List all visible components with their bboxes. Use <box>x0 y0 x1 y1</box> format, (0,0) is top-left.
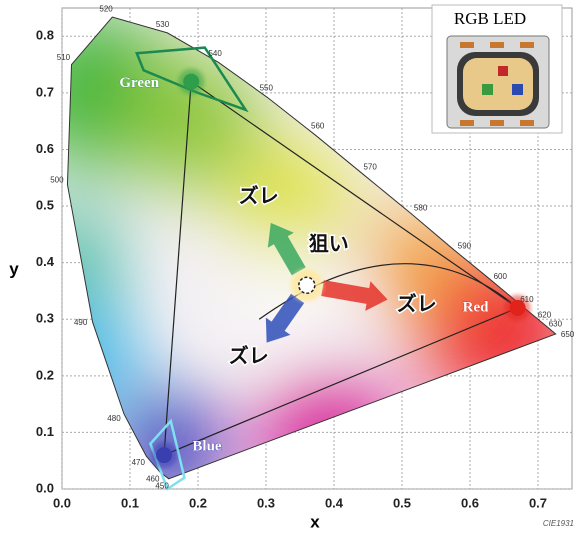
led-red <box>498 66 508 76</box>
target-label: 狙い <box>309 233 349 256</box>
wavelength-label: 510 <box>57 53 71 62</box>
shift-label: ズレ <box>397 292 437 316</box>
wavelength-label: 470 <box>132 458 146 467</box>
led-pad <box>490 120 504 126</box>
y-tick-label: 0.3 <box>36 311 54 326</box>
y-tick-label: 0.0 <box>36 480 54 495</box>
chart: x y CIE1931 RGB LED 0.0 0.1 0.2 0.3 0.4 0.5 0.… <box>0 0 579 534</box>
wavelength-label: 550 <box>260 84 274 93</box>
wavelength-label: 560 <box>311 122 325 131</box>
target-point <box>299 277 315 293</box>
y-tick-label: 0.5 <box>36 197 54 212</box>
y-tick-label: 0.6 <box>36 141 54 156</box>
led-blue <box>512 84 523 95</box>
primary-label: Green <box>119 75 159 91</box>
x-tick-label: 0.4 <box>325 495 344 510</box>
led-pad <box>520 120 534 126</box>
primary-label: Blue <box>192 438 222 454</box>
wavelength-label: 570 <box>363 162 377 171</box>
primary-point <box>156 447 172 463</box>
y-tick-label: 0.8 <box>36 28 54 43</box>
wavelength-label: 590 <box>458 241 472 250</box>
wavelength-label: 630 <box>549 320 563 329</box>
x-tick-label: 0.6 <box>461 495 479 510</box>
x-tick-label: 0.5 <box>393 495 411 510</box>
wavelength-label: 610 <box>520 295 534 304</box>
inset: RGB LED <box>432 5 562 133</box>
wavelength-label: 500 <box>50 175 64 184</box>
wavelength-label: 540 <box>208 49 222 58</box>
inset-title: RGB LED <box>454 9 526 28</box>
y-axis-label: y <box>9 259 19 278</box>
primary-label: Red <box>463 299 489 315</box>
wavelength-label: 490 <box>74 318 88 327</box>
shift-label: ズレ <box>229 344 269 368</box>
led-pad <box>520 42 534 48</box>
x-axis-label: x <box>310 512 320 531</box>
y-tick-label: 0.1 <box>36 424 54 439</box>
led-pad <box>490 42 504 48</box>
shift-label: ズレ <box>239 184 279 208</box>
wavelength-label: 480 <box>107 414 121 423</box>
primary-point <box>183 74 199 90</box>
x-tick-label: 0.0 <box>53 495 71 510</box>
wavelength-label: 530 <box>156 20 170 29</box>
y-tick-label: 0.7 <box>36 84 54 99</box>
x-tick-label: 0.7 <box>529 495 547 510</box>
led-pad <box>460 42 474 48</box>
wavelength-label: 520 <box>99 4 113 13</box>
y-tick-label: 0.2 <box>36 367 54 382</box>
source: CIE1931 <box>543 519 574 528</box>
led-green <box>482 84 493 95</box>
x-tick-label: 0.2 <box>189 495 207 510</box>
x-tick-label: 0.3 <box>257 495 275 510</box>
led-pad <box>460 120 474 126</box>
wavelength-label: 580 <box>414 203 428 212</box>
y-tick-label: 0.4 <box>36 254 55 269</box>
wavelength-label: 460 <box>146 474 160 483</box>
x-tick-label: 0.1 <box>121 495 139 510</box>
wavelength-label: 600 <box>494 272 508 281</box>
wavelength-label: 650 <box>561 330 575 339</box>
wavelength-label: 620 <box>538 310 552 319</box>
